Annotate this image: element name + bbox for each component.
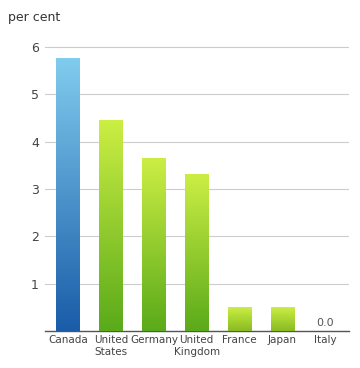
Text: 0.0: 0.0 — [316, 318, 334, 328]
Text: per cent: per cent — [8, 11, 60, 24]
